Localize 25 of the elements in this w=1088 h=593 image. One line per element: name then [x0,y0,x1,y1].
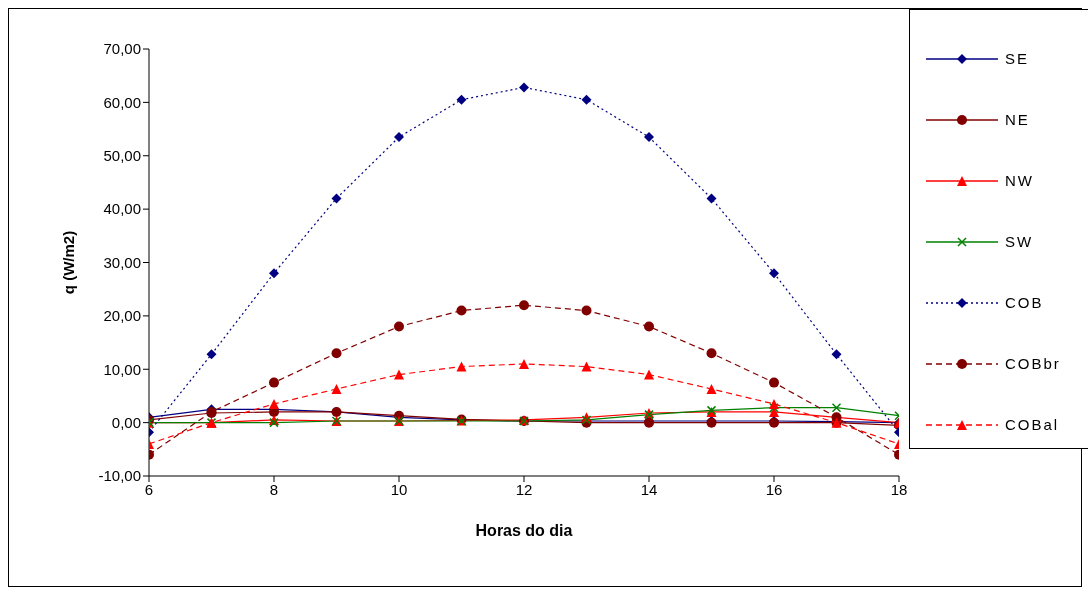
legend-label: COBal [1005,416,1060,433]
x-axis-title: Horas do dia [475,522,573,539]
legend-label: COBbr [1005,355,1061,372]
legend-label: COB [1005,294,1044,311]
x-tick-label: 10 [390,480,408,498]
y-tick-label: 50,00 [103,147,141,165]
x-tick-label: 8 [269,480,279,498]
y-tick-label: 20,00 [103,307,141,325]
y-tick-label: 40,00 [103,200,141,218]
legend-label: NE [1005,111,1030,128]
x-tick-label: 14 [640,480,658,498]
y-tick-label: 0,00 [111,413,141,431]
y-axis-title: q (W/m2) [60,230,78,295]
x-tick-label: 18 [890,480,908,498]
legend-label: SW [1005,233,1034,250]
y-tick-label: -10,00 [98,467,141,485]
x-tick-label: 12 [515,480,533,498]
y-tick-label: 10,00 [103,360,141,378]
legend-label: SE [1005,50,1030,67]
y-tick-label: 70,00 [103,40,141,58]
y-tick-label: 30,00 [103,253,141,271]
legend-label: NW [1005,172,1034,189]
x-tick-label: 16 [765,480,783,498]
x-tick-label: 6 [144,480,154,498]
y-tick-label: 60,00 [103,93,141,111]
